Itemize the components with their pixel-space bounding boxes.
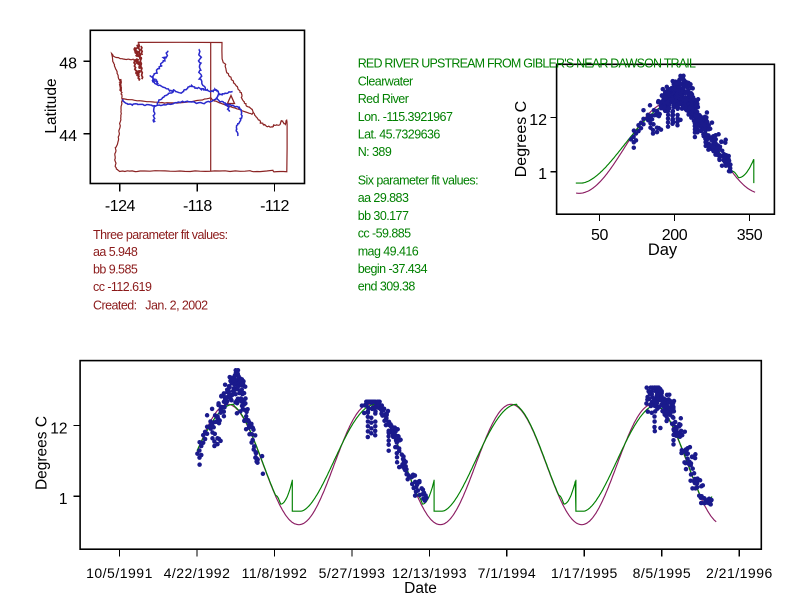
svg-text:begin -37.434: begin -37.434: [358, 262, 428, 276]
svg-text:4/22/1992: 4/22/1992: [164, 565, 231, 581]
svg-text:Degrees C: Degrees C: [34, 416, 51, 490]
svg-text:5/27/1993: 5/27/1993: [319, 565, 386, 581]
svg-text:Red River: Red River: [358, 92, 409, 106]
svg-text:-118: -118: [183, 198, 212, 215]
svg-text:8/5/1995: 8/5/1995: [633, 565, 692, 581]
svg-text:12: 12: [529, 112, 547, 129]
svg-text:1: 1: [59, 491, 68, 508]
svg-text:mag 49.416: mag 49.416: [358, 244, 419, 258]
svg-text:-124: -124: [105, 198, 136, 215]
svg-text:Day: Day: [648, 241, 678, 259]
svg-text:RED RIVER UPSTREAM FROM GIBLER: RED RIVER UPSTREAM FROM GIBLER'S NEAR DA…: [358, 57, 696, 71]
svg-text:bb 30.177: bb 30.177: [358, 209, 409, 223]
svg-text:12/13/1993: 12/13/1993: [392, 565, 467, 581]
svg-text:7/1/1994: 7/1/1994: [478, 565, 537, 581]
svg-text:11/8/1992: 11/8/1992: [242, 565, 308, 581]
svg-text:Date: Date: [404, 580, 437, 597]
svg-text:1/17/1995: 1/17/1995: [551, 565, 618, 581]
svg-text:end 309.38: end 309.38: [358, 280, 416, 294]
svg-text:2/21/1996: 2/21/1996: [706, 565, 773, 581]
svg-text:bb 9.585: bb 9.585: [93, 263, 138, 277]
svg-text:50: 50: [591, 227, 608, 244]
svg-text:10/5/1991: 10/5/1991: [86, 565, 153, 581]
svg-text:Degrees C: Degrees C: [513, 101, 530, 177]
svg-text:48: 48: [59, 56, 77, 73]
svg-text:Latitude: Latitude: [43, 78, 60, 133]
svg-text:Clearwater: Clearwater: [358, 74, 413, 88]
svg-text:cc -59.885: cc -59.885: [358, 227, 411, 241]
svg-text:350: 350: [737, 227, 763, 244]
svg-text:Six parameter fit values:: Six parameter fit values:: [358, 174, 478, 188]
svg-text:44: 44: [59, 128, 77, 145]
svg-text:-112: -112: [260, 198, 289, 215]
svg-text:aa 29.883: aa 29.883: [358, 191, 409, 205]
svg-text:N: 389: N: 389: [358, 145, 392, 159]
svg-text:Created: Jan. 2, 2002: Created: Jan. 2, 2002: [93, 298, 208, 312]
svg-text:Lat. 45.7329636: Lat. 45.7329636: [358, 128, 441, 142]
svg-text:Three parameter fit values:: Three parameter fit values:: [93, 228, 228, 242]
svg-text:Lon. -115.3921967: Lon. -115.3921967: [358, 110, 453, 124]
svg-text:12: 12: [50, 421, 67, 438]
svg-text:cc -112.619: cc -112.619: [93, 280, 152, 294]
svg-text:200: 200: [662, 227, 688, 244]
svg-text:1: 1: [538, 166, 547, 183]
svg-text:aa 5.948: aa 5.948: [93, 245, 138, 259]
